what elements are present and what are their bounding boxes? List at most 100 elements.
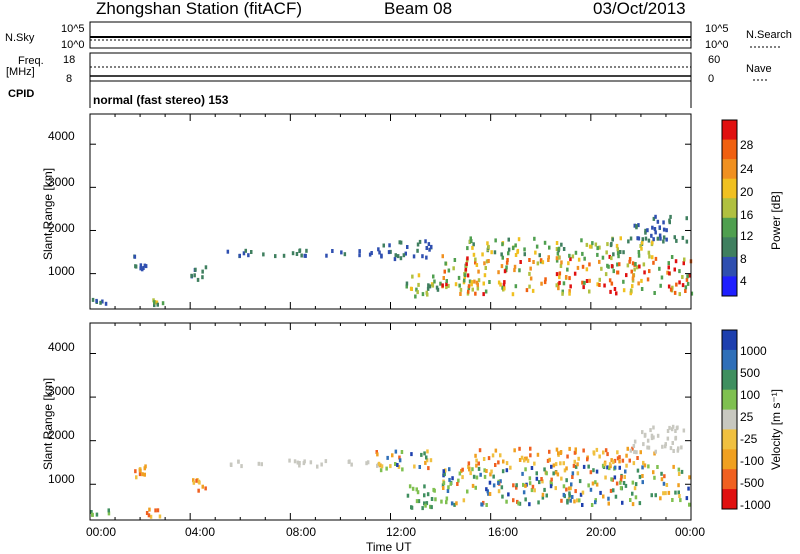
power-echo-cell — [648, 254, 651, 259]
velocity-echo-cell — [613, 465, 617, 470]
power-echo-cell — [282, 253, 286, 258]
velocity-echo-cell — [688, 475, 691, 480]
power-echo-cell — [675, 238, 678, 243]
velocity-echo-cell — [661, 444, 664, 449]
nave-tick-top: 60 — [708, 54, 721, 66]
velocity-echo-cell — [324, 459, 328, 464]
velocity-colorbar-segment — [722, 330, 737, 351]
power-echo-cell — [653, 291, 656, 295]
power-echo-cell — [598, 277, 601, 282]
velocity-echo-cell — [425, 458, 429, 463]
velocity-echo-cell — [391, 453, 394, 458]
velocity-echo-cell — [444, 468, 447, 473]
power-echo-cell — [561, 289, 564, 294]
power-echo-cell — [667, 261, 670, 266]
power-echo-cell — [635, 265, 639, 270]
power-echo-cell — [244, 248, 247, 253]
velocity-echo-cell — [141, 472, 144, 477]
velocity-echo-cell — [654, 449, 657, 454]
power-echo-cell — [635, 224, 638, 229]
power-echo-cell — [410, 287, 413, 291]
velocity-echo-cell — [91, 512, 94, 517]
velocity-echo-cell — [677, 446, 680, 451]
power-echo-cell — [411, 274, 414, 279]
velocity-echo-cell — [507, 492, 510, 497]
power-echo-cell — [555, 272, 559, 277]
velocity-echo-cell — [635, 450, 638, 455]
velocity-echo-cell — [522, 482, 525, 487]
velocity-echo-cell — [643, 433, 647, 438]
velocity-echo-cell — [548, 457, 551, 462]
velocity-echo-cell — [581, 503, 584, 507]
velocity-echo-cell — [461, 475, 464, 480]
velocity-colorbar-segment — [722, 429, 737, 450]
velocity-echo-cell — [515, 485, 518, 490]
power-echo-cell — [378, 250, 381, 255]
velocity-echo-cell — [562, 492, 566, 497]
power-echo-cell — [399, 240, 403, 245]
power-echo-cell — [459, 292, 462, 296]
power-echo-cell — [630, 269, 633, 274]
velocity-echo-cell — [664, 444, 667, 449]
power-echo-cell — [525, 288, 529, 293]
velocity-echo-cell — [524, 467, 527, 472]
velocity-echo-cell — [380, 464, 384, 469]
velocity-echo-cell — [528, 502, 531, 507]
power-echo-cell — [343, 252, 347, 257]
power-echo-cell — [618, 262, 621, 267]
power-echo-cell — [585, 267, 589, 272]
power-echo-cell — [300, 253, 303, 258]
velocity-echo-cell — [592, 450, 595, 455]
velocity-echo-cell — [485, 503, 488, 507]
power-echo-cell — [477, 269, 480, 274]
power-echo-cell — [442, 276, 445, 280]
velocity-echo-cell — [533, 488, 536, 493]
power-echo-cell — [654, 230, 657, 235]
velocity-echo-cell — [442, 481, 446, 486]
velocity-echo-cell — [518, 458, 522, 462]
power-echo-cell — [632, 273, 635, 278]
velocity-echo-cell — [594, 500, 597, 505]
power-echo-cell — [534, 250, 537, 255]
power-echo-cell — [532, 260, 535, 264]
power-echo-cell — [581, 251, 584, 256]
power-echo-cell — [633, 267, 636, 272]
power-echo-cell — [490, 250, 493, 255]
power-echo-cell — [523, 252, 526, 257]
power-echo-cell — [469, 236, 472, 241]
velocity-echo-cell — [535, 476, 539, 481]
velocity-echo-cell — [486, 489, 489, 494]
velocity-echo-cell — [417, 499, 421, 504]
power-echo-cell — [193, 273, 196, 278]
power-echo-cell — [511, 292, 515, 297]
power-echo-cell — [567, 261, 570, 266]
power-echo-cell — [604, 272, 608, 277]
velocity-echo-cell — [541, 492, 545, 497]
power-echo-cell — [596, 246, 599, 251]
velocity-echo-cell — [408, 484, 412, 489]
power-echo-cell — [303, 253, 306, 258]
power-echo-cell — [493, 250, 497, 255]
power-echo-cell — [555, 241, 559, 245]
power-echo-cell — [201, 275, 204, 280]
power-echo-cell — [204, 265, 208, 270]
velocity-echo-cell — [608, 462, 612, 467]
velocity-echo-cell — [638, 474, 642, 479]
velocity-echo-cell — [499, 479, 502, 484]
power-echo-cell — [503, 286, 506, 291]
power-echo-cell — [540, 281, 543, 286]
power-echo-cell — [497, 270, 500, 275]
power-echo-cell — [569, 284, 572, 289]
velocity-echo-cell — [625, 463, 628, 468]
velocity-echo-cell — [567, 486, 571, 491]
power-echo-cell — [238, 253, 241, 258]
velocity-echo-cell — [562, 461, 565, 466]
power-echo-cell — [611, 237, 614, 242]
velocity-echo-cell — [471, 467, 474, 472]
vel-cbar-500: 500 — [740, 366, 761, 380]
power-echo-cell — [608, 278, 612, 283]
velocity-echo-cell — [565, 478, 568, 483]
velocity-echo-cell — [525, 456, 528, 461]
power-echo-cell — [481, 252, 484, 257]
power-echo-cell — [226, 249, 230, 254]
